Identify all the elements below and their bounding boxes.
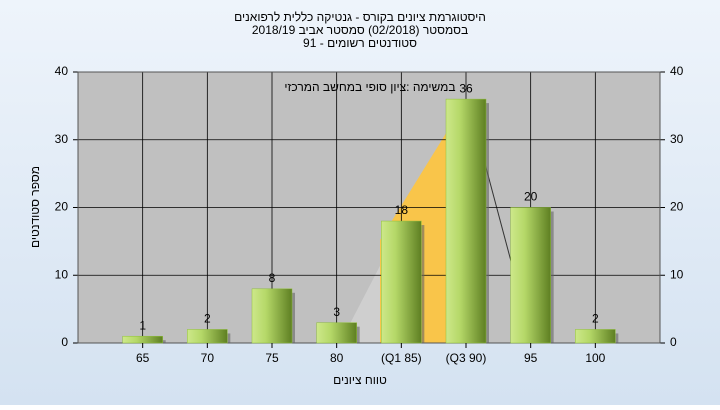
y2-tick-label: 10 [670, 267, 684, 281]
y-tick-label: 40 [55, 64, 69, 78]
bar [575, 329, 616, 344]
x-tick-label: 70 [201, 351, 215, 365]
data-label: 2 [592, 312, 599, 326]
x-tick-label: (Q3 90) [446, 351, 487, 365]
data-label: 2 [204, 312, 211, 326]
y2-tick-label: 40 [670, 64, 684, 78]
y2-tick-label: 20 [670, 200, 684, 214]
y-tick-label: 30 [55, 132, 69, 146]
data-label: 3 [333, 305, 340, 319]
x-tick-label: 80 [330, 351, 344, 365]
y-tick-label: 20 [55, 200, 69, 214]
bar [122, 335, 163, 344]
y-axis-label: מספר סטודנטים [28, 166, 42, 248]
chart-subtitle: סטודנטים רשומים - 91 [303, 36, 417, 50]
bar [187, 329, 228, 344]
data-label: 18 [395, 203, 409, 217]
x-tick-label: 65 [136, 351, 150, 365]
y-tick-label: 0 [61, 335, 68, 349]
x-tick-label: 95 [524, 351, 538, 365]
y2-tick-label: 30 [670, 132, 684, 146]
bar [510, 207, 551, 344]
chart-title: היסטוגרמת ציונים בקורס - גנטיקה כללית לר… [234, 10, 486, 24]
bar [251, 288, 293, 344]
bar [381, 220, 422, 344]
x-tick-label: (Q1 85) [381, 351, 422, 365]
bar [445, 98, 487, 344]
x-tick-label: 100 [585, 351, 605, 365]
data-label: 1 [139, 318, 146, 332]
plot-frame [77, 71, 661, 344]
y2-tick-label: 0 [670, 335, 677, 349]
x-axis-label: טווח ציונים [333, 373, 387, 387]
x-tick-label: 75 [265, 351, 279, 365]
y-tick-label: 10 [55, 267, 69, 281]
data-label: 8 [269, 271, 276, 285]
annotation: במשימה :ציון סופי במחשב המרכזי [284, 80, 455, 94]
data-label: 36 [459, 81, 473, 95]
data-label: 20 [524, 190, 538, 204]
chart-subtitle: בסמסטר (02/2018) סמסטר אביב 2018/19 [252, 23, 468, 37]
bar [316, 322, 357, 344]
